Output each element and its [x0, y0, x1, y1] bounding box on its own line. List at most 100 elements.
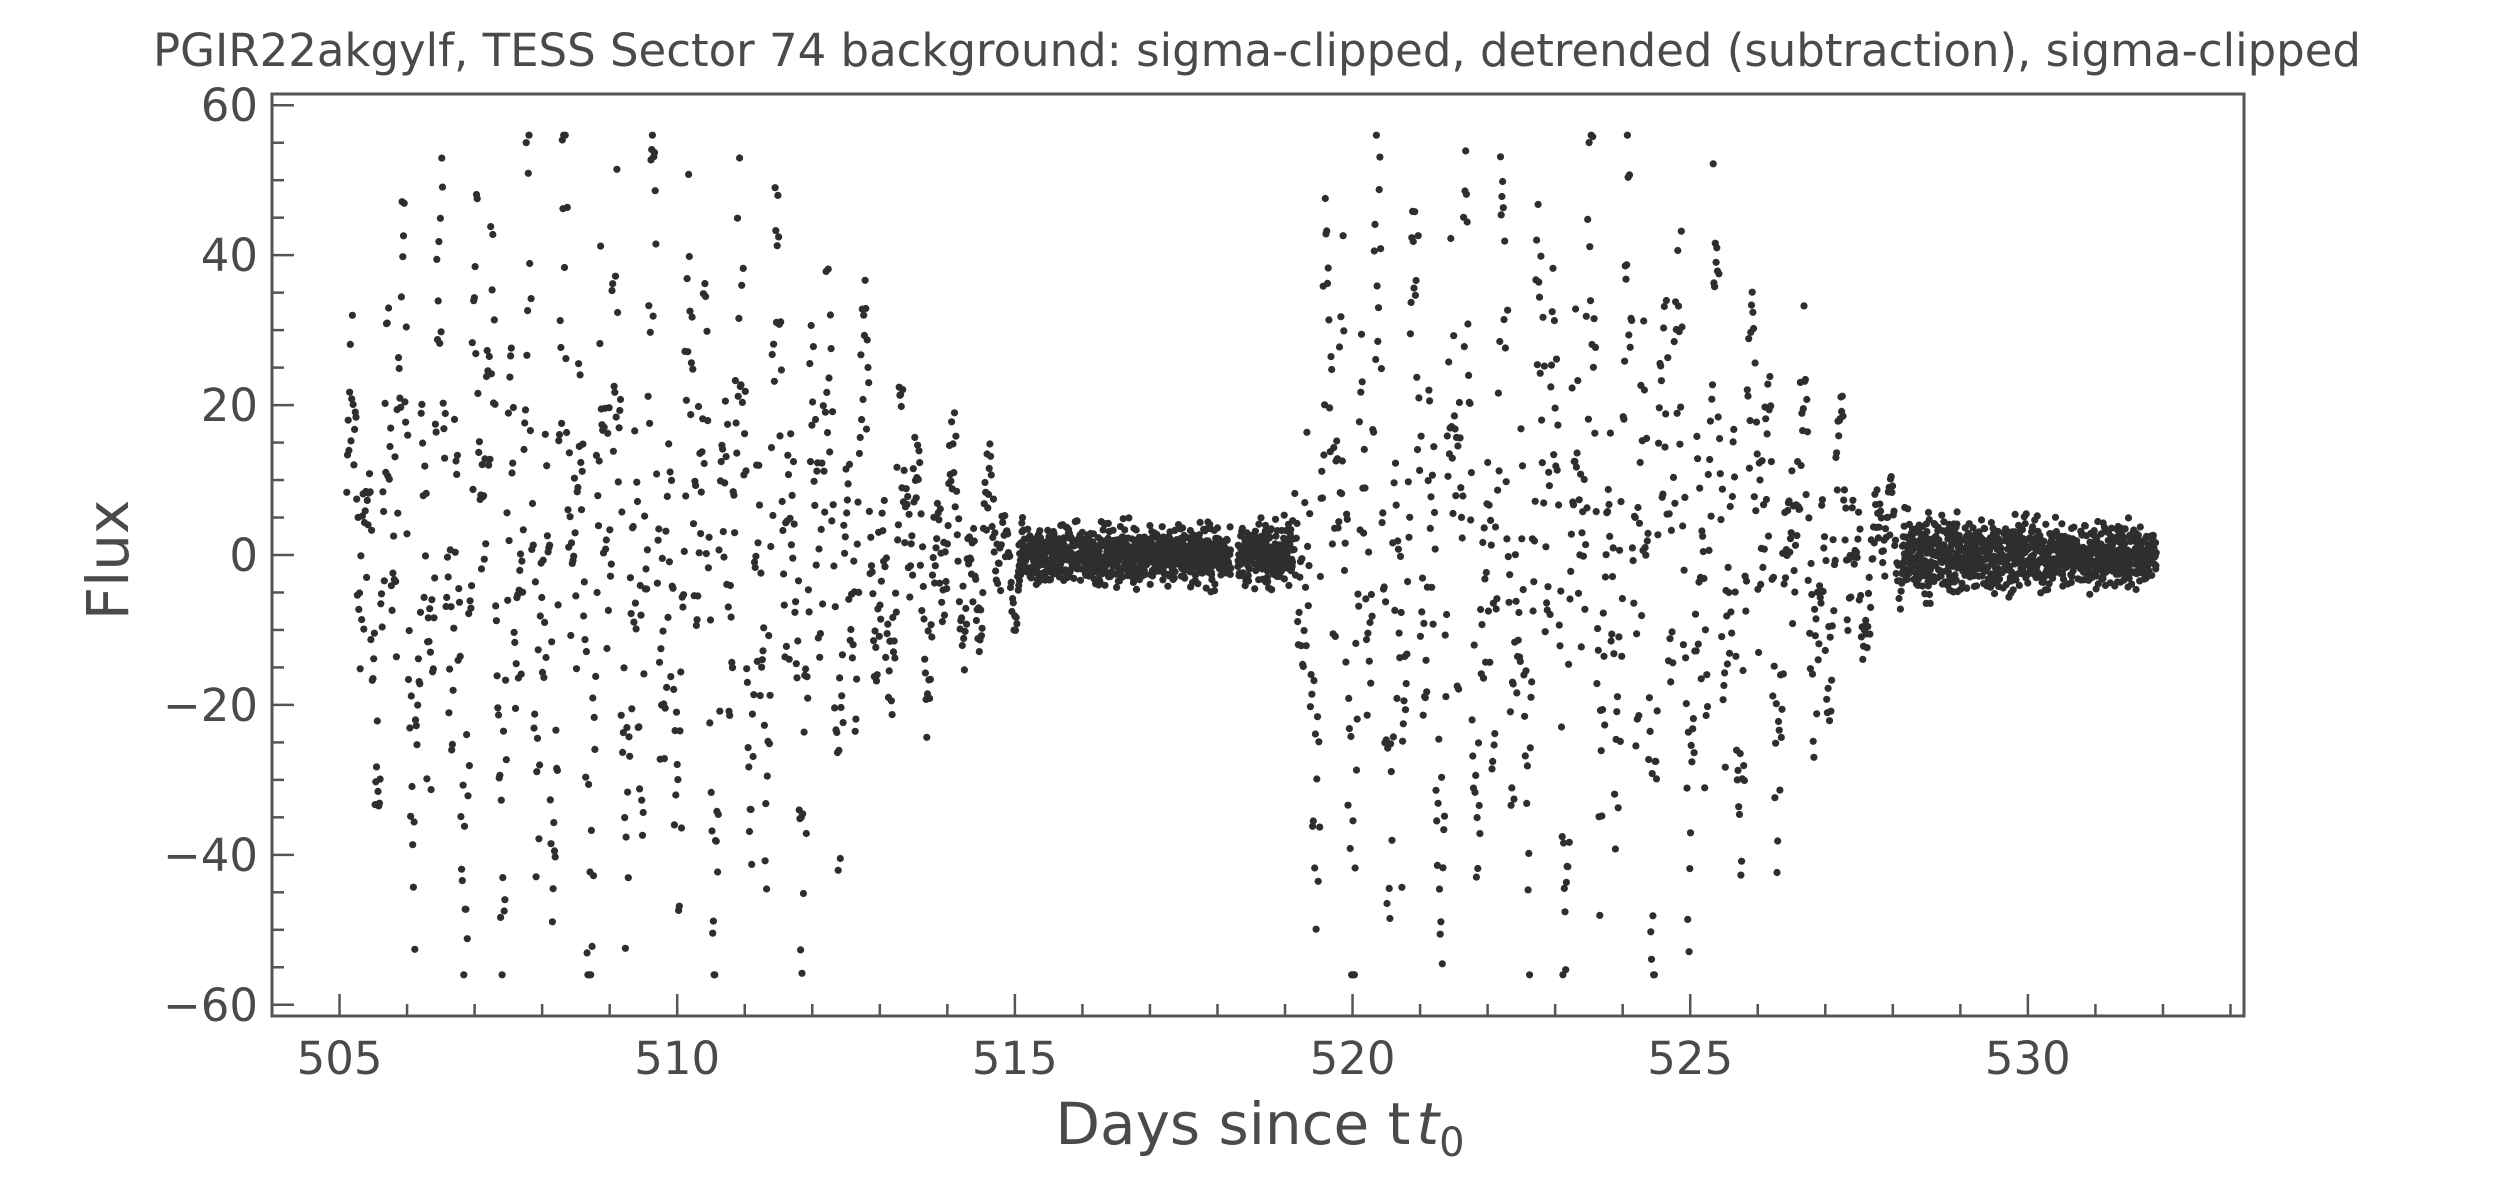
data-point [802, 829, 810, 838]
data-point [1781, 574, 1790, 582]
data-point [1690, 749, 1698, 757]
data-point [1459, 492, 1467, 500]
data-point [1484, 607, 1492, 615]
data-point [1607, 637, 1615, 645]
data-point [1701, 784, 1709, 792]
data-point [1923, 528, 1931, 536]
data-point [1879, 547, 1887, 555]
data-point [551, 853, 559, 861]
data-point [1803, 395, 1811, 404]
data-point [738, 398, 747, 406]
data-point [698, 448, 706, 456]
data-point [1864, 623, 1872, 631]
data-point [413, 741, 421, 749]
data-point [888, 711, 896, 719]
data-point [919, 582, 927, 591]
data-point [770, 340, 778, 348]
data-point [463, 731, 471, 739]
data-point [1352, 766, 1361, 774]
data-point [1608, 573, 1617, 581]
data-point [985, 464, 993, 472]
data-point [1711, 283, 1719, 291]
data-point [509, 459, 517, 467]
data-point [494, 711, 503, 719]
data-point [921, 655, 929, 663]
data-point [516, 550, 525, 558]
data-point [2121, 540, 2129, 548]
data-point [1355, 418, 1363, 426]
data-point [1877, 507, 1885, 515]
data-point [1335, 518, 1343, 526]
data-point [1547, 383, 1555, 391]
data-point [901, 539, 909, 547]
data-point [1725, 588, 1733, 597]
data-point [625, 733, 633, 741]
data-point [639, 808, 647, 817]
data-point [418, 400, 426, 408]
data-point [1849, 496, 1857, 504]
data-point [436, 214, 444, 222]
data-point [2107, 532, 2115, 540]
data-point [1743, 386, 1751, 394]
data-point [1855, 508, 1863, 516]
data-point [1439, 864, 1447, 872]
data-point [1027, 574, 1035, 582]
data-point [536, 612, 544, 620]
data-point [734, 392, 742, 400]
data-point [908, 532, 916, 540]
data-point [802, 665, 810, 673]
data-point [650, 148, 659, 157]
data-point [1789, 620, 1797, 628]
data-point [1918, 582, 1926, 590]
data-point [1471, 788, 1479, 796]
data-point [1586, 297, 1595, 305]
data-point [1006, 552, 1014, 560]
data-point [861, 276, 869, 284]
data-point [492, 617, 500, 625]
data-point [478, 461, 486, 469]
data-point [816, 653, 824, 661]
data-point [1525, 849, 1533, 858]
data-point [1396, 552, 1405, 561]
data-point [443, 593, 451, 602]
data-point [560, 263, 569, 272]
data-point [1323, 227, 1331, 235]
data-point [1884, 513, 1892, 521]
data-point [402, 323, 410, 331]
data-point [408, 782, 416, 791]
data-point [810, 477, 818, 485]
data-point [1517, 425, 1525, 433]
data-point [1594, 646, 1602, 654]
data-point [742, 467, 750, 475]
data-point [1820, 533, 1829, 541]
data-point [731, 377, 740, 385]
data-point [448, 746, 456, 754]
data-point [1475, 801, 1483, 810]
data-point [1671, 499, 1679, 507]
data-point [646, 419, 654, 427]
data-point [546, 541, 554, 549]
data-point [1769, 692, 1777, 700]
data-point [1296, 573, 1304, 581]
data-point [1311, 864, 1319, 872]
data-point [1873, 486, 1881, 494]
data-point [1829, 536, 1837, 544]
data-point [1668, 628, 1676, 636]
data-point [821, 408, 830, 416]
data-point [611, 388, 619, 396]
data-point [1104, 519, 1112, 528]
data-point [1590, 315, 1598, 323]
data-point [1450, 412, 1458, 420]
data-point [828, 517, 836, 525]
data-point [711, 971, 719, 979]
data-point [1817, 599, 1825, 607]
data-point [916, 561, 925, 569]
data-point [1584, 215, 1592, 223]
data-point [845, 460, 854, 468]
data-point [396, 394, 404, 402]
data-point [731, 529, 739, 537]
data-point [1645, 755, 1653, 764]
data-point [793, 674, 801, 682]
data-point [624, 788, 632, 796]
data-point [1099, 526, 1107, 534]
